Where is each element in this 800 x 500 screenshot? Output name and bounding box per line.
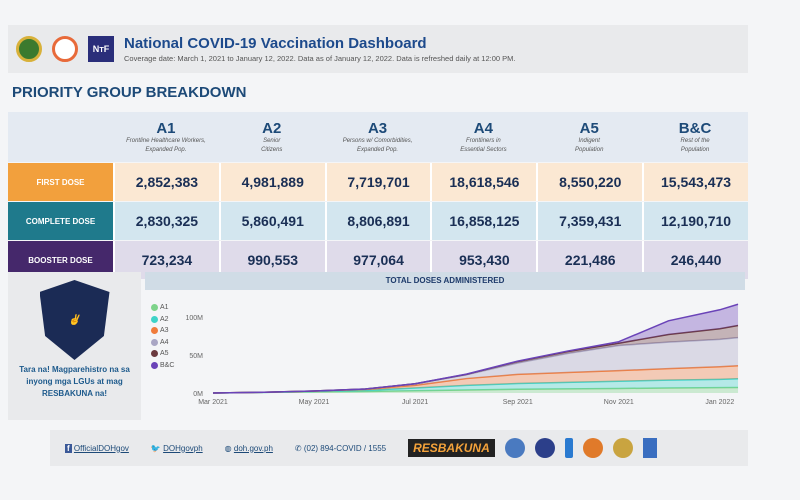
area-A4 bbox=[213, 337, 739, 393]
y-tick-label: 100M bbox=[185, 315, 203, 322]
page-title: National COVID-19 Vaccination Dashboard bbox=[124, 35, 427, 52]
dose-value: 221,486 bbox=[536, 241, 642, 279]
row-label: COMPLETE DOSE bbox=[8, 202, 113, 240]
legend-item: A3 bbox=[151, 325, 174, 337]
dose-value: 5,860,491 bbox=[218, 202, 325, 240]
twitter-link[interactable]: 🐦 DOHgovph bbox=[150, 443, 203, 453]
dose-value: 2,830,325 bbox=[113, 202, 219, 240]
website-link[interactable]: ◍ doh.gov.ph bbox=[224, 443, 273, 453]
legend-item: A1 bbox=[151, 302, 174, 314]
dose-value: 12,190,710 bbox=[642, 202, 748, 240]
partner-logos: RESBAKUNA bbox=[408, 438, 657, 458]
dose-value: 246,440 bbox=[642, 241, 748, 279]
dose-value: 990,553 bbox=[218, 241, 325, 279]
dose-value: 18,618,546 bbox=[430, 163, 536, 201]
area-A2 bbox=[213, 378, 739, 393]
dose-value: 4,981,889 bbox=[218, 163, 325, 201]
dose-value: 8,806,891 bbox=[324, 202, 431, 240]
total-doses-chart: TOTAL DOSES ADMINISTERED A1 A2 A3 A4 A5 B&C 0… bbox=[145, 272, 745, 408]
y-tick-label: 0M bbox=[193, 391, 203, 398]
iatf-logo bbox=[52, 36, 78, 62]
dose-value: 2,852,383 bbox=[113, 163, 219, 201]
group-header: A2 Senior Citizens bbox=[261, 119, 283, 153]
priority-table: A1 Frontline Healthcare Workers, Expanded … bbox=[8, 112, 748, 280]
dose-value: 977,064 bbox=[324, 241, 431, 279]
dose-value: 953,430 bbox=[430, 241, 536, 279]
chart-area: 0M 50M 100M Mar 2021 May 2021 Jul 2021 Sep 202… bbox=[185, 303, 739, 406]
footer: f OfficialDOHgov 🐦 DOHgovph ◍ doh.gov.ph… bbox=[50, 430, 748, 466]
phone-number: ✆ (02) 894-COVID / 1555 bbox=[294, 443, 387, 453]
resbakuna-logo: ✌ bbox=[39, 280, 110, 360]
twitter-icon: 🐦 bbox=[150, 443, 161, 453]
x-tick-label: Mar 2021 bbox=[198, 399, 228, 406]
legend-item: A2 bbox=[151, 314, 174, 326]
x-tick-label: Jan 2022 bbox=[705, 399, 734, 406]
promo-text: Tara na! Magparehistro na sa inyong mga … bbox=[19, 365, 130, 398]
line-B&C bbox=[212, 303, 739, 394]
x-tick-label: Jul 2021 bbox=[402, 399, 429, 406]
table-header: A1 Frontline Healthcare Workers, Expanded … bbox=[8, 112, 748, 162]
legend-item: A4 bbox=[151, 337, 174, 349]
dose-value: 7,359,431 bbox=[536, 202, 642, 240]
dose-value: 7,719,701 bbox=[324, 163, 431, 201]
row-label: FIRST DOSE bbox=[8, 163, 113, 201]
legend-item: B&C bbox=[151, 360, 174, 372]
dose-value: 16,858,125 bbox=[430, 202, 536, 240]
dose-value: 8,550,220 bbox=[536, 163, 642, 201]
group-header: B&C Rest of the Population bbox=[678, 119, 712, 153]
table-row: FIRST DOSE 2,852,383 4,981,889 7,719,701 18,… bbox=[8, 163, 748, 201]
facebook-link[interactable]: f OfficialDOHgov bbox=[65, 443, 129, 453]
phone-icon: ✆ bbox=[294, 443, 302, 453]
group-header: A4 Frontliners in Essential Sectors bbox=[460, 119, 507, 153]
doh-logo bbox=[16, 36, 42, 62]
group-header: A1 Frontline Healthcare Workers, Expanded … bbox=[126, 119, 206, 153]
dose-value: 723,234 bbox=[113, 241, 219, 279]
table-row: COMPLETE DOSE 2,830,325 5,860,491 8,806,891… bbox=[8, 202, 748, 240]
dose-value: 15,543,473 bbox=[642, 163, 748, 201]
coverage-date: Coverage date: March 1, 2021 to January … bbox=[124, 54, 516, 63]
legend-item: A5 bbox=[151, 348, 174, 360]
y-tick-label: 50M bbox=[189, 353, 203, 360]
x-tick-label: May 2021 bbox=[299, 399, 330, 406]
globe-icon: ◍ bbox=[224, 443, 232, 453]
section-title: PRIORITY GROUP BREAKDOWN bbox=[12, 84, 247, 101]
chart-title: TOTAL DOSES ADMINISTERED bbox=[145, 272, 745, 290]
x-tick-label: Sep 2021 bbox=[503, 399, 533, 406]
promo-panel: ✌ Tara na! Magparehistro na sa inyong mg… bbox=[8, 272, 141, 420]
x-tick-label: Nov 2021 bbox=[604, 399, 634, 406]
group-header: A5 Indigent Population bbox=[575, 119, 604, 153]
group-header: A3 Persons w/ Comorbidities, Expanded Pop. bbox=[342, 119, 413, 153]
area-A3 bbox=[213, 365, 739, 393]
chart-legend: A1 A2 A3 A4 A5 B&C bbox=[151, 302, 174, 371]
